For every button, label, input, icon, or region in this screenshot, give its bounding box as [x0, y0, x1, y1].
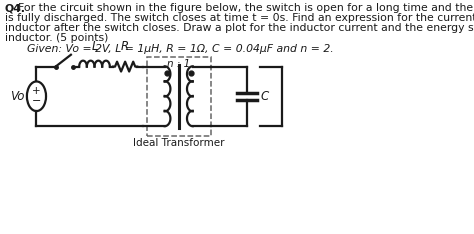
- Text: Ideal Transformer: Ideal Transformer: [133, 138, 225, 148]
- Bar: [147, 57, 210, 136]
- Text: n : 1: n : 1: [167, 59, 191, 69]
- Text: R: R: [121, 40, 129, 53]
- Text: +: +: [32, 86, 41, 96]
- Text: C: C: [261, 90, 269, 103]
- Text: L: L: [91, 40, 98, 53]
- Text: inductor. (5 points): inductor. (5 points): [5, 33, 108, 43]
- Text: inductor after the switch closes. Draw a plot for the inductor current and the e: inductor after the switch closes. Draw a…: [5, 23, 474, 33]
- Text: Vo: Vo: [10, 90, 25, 103]
- Text: −: −: [32, 96, 41, 106]
- Text: For the circuit shown in the figure below, the switch is open for a long time an: For the circuit shown in the figure belo…: [18, 3, 474, 13]
- Text: Given: Vo = 2V, L = 1μH, R = 1Ω, C = 0.04μF and n = 2.: Given: Vo = 2V, L = 1μH, R = 1Ω, C = 0.0…: [27, 44, 334, 54]
- Text: Q4.: Q4.: [5, 3, 26, 13]
- Text: is fully discharged. The switch closes at time t = 0s. Find an expression for th: is fully discharged. The switch closes a…: [5, 13, 474, 23]
